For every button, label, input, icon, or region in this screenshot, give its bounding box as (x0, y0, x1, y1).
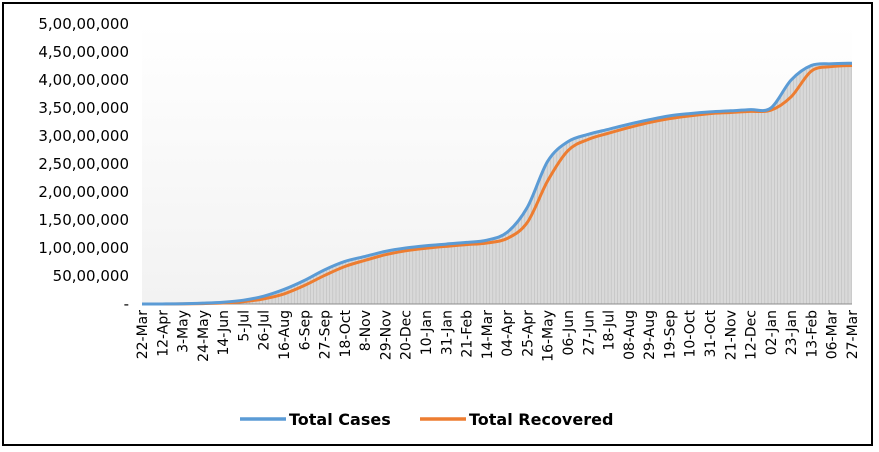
x-tick-label: 13-Feb (804, 310, 820, 358)
legend-label: Total Recovered (469, 410, 613, 429)
y-tick-label: 2,00,00,000 (38, 183, 129, 201)
x-tick-label: 3-May (176, 310, 192, 353)
x-tick-label: 16-Aug (277, 310, 293, 360)
x-tick-label: 22-Mar (135, 310, 151, 360)
y-tick-label: 50,00,000 (53, 267, 129, 285)
x-tick-label: 6-Sep (297, 310, 313, 350)
y-tick-label: 1,50,00,000 (38, 211, 129, 229)
x-tick-label: 29-Aug (642, 310, 658, 360)
y-tick-label: - (124, 295, 129, 313)
x-tick-label: 29-Nov (378, 310, 394, 360)
x-tick-label: 24-May (196, 310, 212, 362)
x-tick-label: 21-Feb (460, 310, 476, 358)
y-tick-label: 4,00,00,000 (38, 71, 129, 89)
y-tick-label: 2,50,00,000 (38, 155, 129, 173)
legend: Total Cases Total Recovered (240, 410, 613, 429)
x-tick-label: 20-Dec (399, 310, 415, 360)
y-tick-label: 3,50,00,000 (38, 99, 129, 117)
total-cases-line (141, 61, 853, 306)
x-tick-label: 16-May (541, 310, 557, 362)
x-tick-label: 10-Jan (419, 310, 435, 355)
y-axis-ticks: - 50,00,000 1,00,00,000 1,50,00,000 2,00,00,… (38, 15, 129, 313)
x-tick-label: 12-Dec (744, 310, 760, 360)
x-tick-label: 06-Mar (825, 310, 841, 360)
x-tick-label: 26-Jul (257, 310, 273, 351)
x-tick-label: 02-Jan (764, 310, 780, 355)
x-tick-label: 06-Jun (561, 310, 577, 356)
x-tick-label: 5-Jul (236, 310, 252, 342)
x-tick-label: 12-Apr (155, 310, 171, 357)
x-tick-label: 31-Jan (439, 310, 455, 355)
x-tick-label: 14-Mar (480, 310, 496, 360)
x-tick-label: 04-Apr (500, 310, 516, 357)
x-tick-label: 8-Nov (358, 310, 374, 351)
x-tick-label: 10-Oct (683, 309, 699, 357)
x-axis-ticks: 22-Mar 12-Apr 3-May 24-May 14-Jun 5-Jul 26-Jul… (135, 309, 861, 361)
x-tick-label: 19-Sep (662, 310, 678, 359)
x-tick-label: 25-Apr (520, 310, 536, 357)
y-tick-label: 5,00,00,000 (38, 15, 129, 33)
x-tick-label: 08-Aug (622, 310, 638, 360)
y-tick-label: 3,00,00,000 (38, 127, 129, 145)
x-tick-label: 27-Sep (318, 310, 334, 359)
x-tick-label: 23-Jan (784, 310, 800, 355)
cases-area-fill (142, 63, 852, 305)
x-tick-label: 18-Jul (602, 310, 618, 351)
total-recovered-line (141, 63, 853, 306)
x-tick-label: 18-Oct (338, 309, 354, 357)
x-tick-label: 31-Oct (703, 309, 719, 357)
x-tick-label: 21-Nov (723, 310, 739, 360)
x-tick-label: 27-Jun (581, 310, 597, 356)
y-tick-label: 4,50,00,000 (38, 43, 129, 61)
x-tick-label: 14-Jun (216, 310, 232, 356)
y-tick-label: 1,00,00,000 (38, 239, 129, 257)
legend-label: Total Cases (289, 410, 391, 429)
cases-area-hatching (143, 64, 852, 305)
series-lines (141, 61, 853, 306)
x-tick-label: 27-Mar (845, 310, 861, 360)
